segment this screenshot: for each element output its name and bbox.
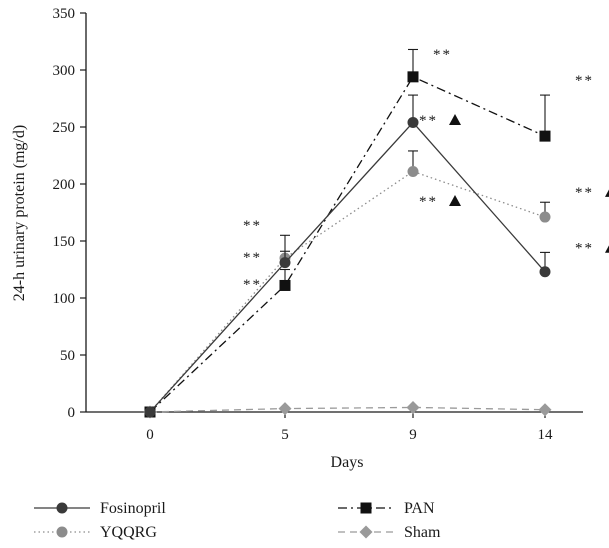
series-line-fosinopril <box>149 121 546 413</box>
y-tick-label-0: 0 <box>68 405 76 421</box>
data-point-fosinopril-0 <box>144 406 156 418</box>
series-yqqrg <box>144 150 551 418</box>
legend-item-yqqrg: YQQRG <box>34 524 157 541</box>
x-axis-title: Days <box>331 454 364 471</box>
x-tick-label-9: 9 <box>409 427 417 443</box>
legend-label-fosinopril: Fosinopril <box>100 500 166 517</box>
significance-label-6: ** <box>575 73 594 89</box>
series-line-pan <box>149 76 546 413</box>
significance-label-0: ** <box>243 218 262 234</box>
significance-label-5: ** <box>419 194 438 210</box>
triangle-marker-4 <box>449 114 461 126</box>
x-tick-label-0: 0 <box>146 427 154 443</box>
y-tick-label-200: 200 <box>53 177 76 193</box>
triangle-marker-7 <box>605 189 609 197</box>
y-tick-label-150: 150 <box>53 234 76 250</box>
x-tick-label-14: 14 <box>538 427 554 443</box>
significance-label-2: ** <box>243 277 262 293</box>
significance-label-7: ** <box>575 185 594 201</box>
legend-label-yqqrg: YQQRG <box>100 524 157 541</box>
data-point-sham-5 <box>278 402 292 416</box>
legend: Fosinopril PAN YQQRG Sham <box>34 500 441 541</box>
series-line-sham <box>149 406 546 413</box>
legend-marker-sham <box>359 525 373 539</box>
data-point-pan-9 <box>407 71 419 83</box>
legend-label-pan: PAN <box>404 500 435 517</box>
data-point-pan-5 <box>279 279 291 291</box>
series-fosinopril <box>144 94 551 418</box>
y-tick-label-50: 50 <box>60 348 75 364</box>
y-tick-label-100: 100 <box>53 291 76 307</box>
legend-label-sham: Sham <box>404 524 441 541</box>
data-point-sham-14 <box>538 403 552 417</box>
y-axis-title: 24-h urinary protein (mg/d) <box>11 125 28 301</box>
significance-label-1: ** <box>243 250 262 266</box>
legend-item-pan: PAN <box>338 500 435 517</box>
series-pan <box>144 48 551 418</box>
plot-area <box>143 48 552 419</box>
data-point-yqqrg-9 <box>407 165 419 177</box>
legend-marker-pan <box>360 502 372 514</box>
triangle-marker-5 <box>449 194 461 206</box>
series-sham <box>143 400 552 419</box>
significance-label-4: ** <box>419 113 438 129</box>
y-tick-label-350: 350 <box>53 6 76 22</box>
significance-label-3: ** <box>433 47 452 63</box>
triangle-marker-8 <box>605 245 609 253</box>
y-tick-label-300: 300 <box>53 63 76 79</box>
y-tick-label-250: 250 <box>53 120 76 136</box>
legend-item-sham: Sham <box>338 524 441 541</box>
data-point-fosinopril-9 <box>407 116 419 128</box>
significance-annotations: ** ** ** ** ** ** ** ** ** <box>243 47 609 293</box>
legend-marker-yqqrg <box>56 526 68 538</box>
series-line-yqqrg <box>149 170 546 413</box>
data-point-yqqrg-14 <box>539 211 551 223</box>
data-point-fosinopril-14 <box>539 266 551 278</box>
significance-label-8: ** <box>575 241 594 257</box>
legend-marker-fosinopril <box>56 502 68 514</box>
legend-item-fosinopril: Fosinopril <box>34 500 166 517</box>
data-point-pan-14 <box>539 130 551 142</box>
data-point-sham-9 <box>406 400 420 414</box>
data-point-fosinopril-5 <box>279 257 291 269</box>
x-tick-label-5: 5 <box>281 427 289 443</box>
